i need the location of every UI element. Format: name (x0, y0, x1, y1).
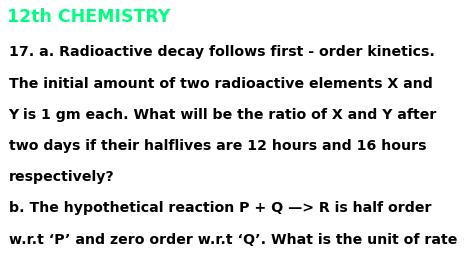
Text: 12th CHEMISTRY: 12th CHEMISTRY (7, 9, 171, 27)
Text: Y is 1 gm each. What will be the ratio of X and Y after: Y is 1 gm each. What will be the ratio o… (9, 108, 437, 122)
Text: w.r.t ‘P’ and zero order w.r.t ‘Q’. What is the unit of rate: w.r.t ‘P’ and zero order w.r.t ‘Q’. What… (9, 232, 457, 247)
Text: 17. a. Radioactive decay follows first - order kinetics.: 17. a. Radioactive decay follows first -… (9, 45, 434, 59)
Text: respectively?: respectively? (9, 170, 114, 184)
Text: b. The hypothetical reaction P + Q —> R is half order: b. The hypothetical reaction P + Q —> R … (9, 201, 431, 215)
Text: SAMPLE PAPER 2024: SAMPLE PAPER 2024 (264, 9, 467, 27)
Text: The initial amount of two radioactive elements X and: The initial amount of two radioactive el… (9, 77, 432, 91)
Text: two days if their halflives are 12 hours and 16 hours: two days if their halflives are 12 hours… (9, 139, 426, 153)
